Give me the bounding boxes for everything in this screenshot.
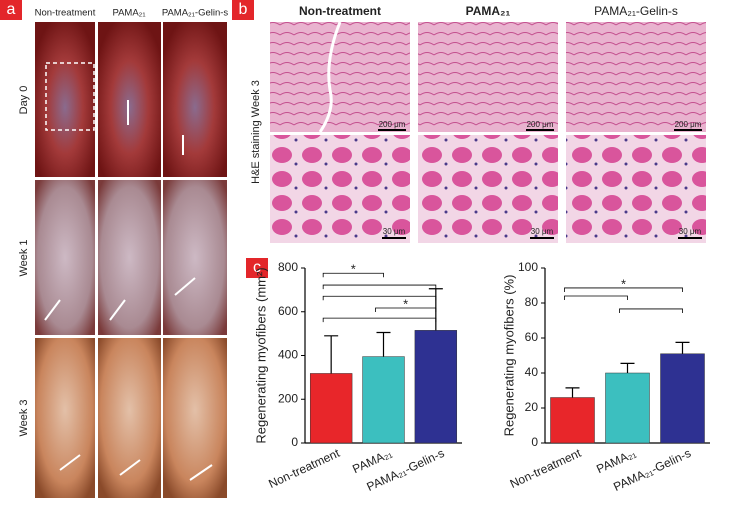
- error-bar: [565, 387, 580, 398]
- y-tick-label: 200: [278, 391, 298, 405]
- y-axis-label: Regenerating myofibers (mm²): [253, 267, 268, 443]
- x-tick-label: Non-treatment: [266, 446, 342, 491]
- row-label: Week 1: [18, 239, 30, 276]
- column-header: PAMA₂₁-Gelin-s: [162, 8, 229, 19]
- panel-label-bg: [232, 0, 254, 20]
- significance-bracket: [322, 295, 437, 301]
- significance-bracket: [322, 272, 384, 278]
- error-bar: [324, 335, 339, 374]
- significance-label: *: [621, 276, 626, 291]
- bar: [309, 373, 353, 444]
- y-tick-label: 100: [518, 260, 538, 274]
- y-tick-label: 0: [531, 435, 538, 449]
- column-header: PAMA₂₁-Gelin-s: [594, 4, 678, 18]
- bar: [550, 397, 595, 444]
- error-bar: [620, 362, 635, 373]
- y-tick-label: 40: [525, 365, 539, 379]
- y-tick-label: 80: [525, 295, 539, 309]
- significance-label: *: [403, 296, 408, 311]
- x-tick-label: Non-treatment: [508, 446, 584, 491]
- scale-label: 200 μm: [379, 120, 406, 129]
- significance-bracket: [564, 287, 683, 292]
- significance-bracket: [322, 284, 437, 290]
- error-bar: [675, 341, 690, 354]
- y-tick-label: 60: [525, 330, 539, 344]
- significance-bracket: [322, 317, 437, 323]
- row-label: H&E staining Week 3: [250, 80, 262, 184]
- error-bar: [376, 331, 391, 357]
- significance-label: *: [351, 262, 356, 277]
- column-header: PAMA₂₁: [112, 8, 145, 19]
- column-header: Non-treatment: [299, 4, 381, 18]
- panel-b-images: [270, 21, 706, 243]
- significance-bracket: [375, 307, 437, 313]
- column-header: PAMA₂₁: [466, 4, 511, 18]
- y-tick-label: 400: [278, 348, 298, 362]
- panel-label-bg: [0, 0, 22, 20]
- column-header: Non-treatment: [35, 8, 96, 19]
- y-tick-label: 20: [525, 400, 539, 414]
- panel-a-photos: [35, 22, 227, 498]
- scale-label: 30 μm: [383, 227, 406, 236]
- bar: [660, 353, 705, 444]
- scale-label: 30 μm: [679, 227, 702, 236]
- y-axis-label: Regenerating myofibers (%): [501, 275, 516, 437]
- row-label: Week 3: [18, 399, 30, 436]
- y-tick-label: 800: [278, 260, 298, 274]
- bar: [414, 330, 458, 444]
- row-label: Day 0: [18, 86, 30, 115]
- panel-label: a: [7, 1, 16, 18]
- scale-label: 30 μm: [531, 227, 554, 236]
- significance-bracket: [619, 308, 683, 313]
- bar: [362, 356, 405, 444]
- bar: [605, 372, 650, 444]
- panel-label-bg: [246, 258, 268, 278]
- panel-label: b: [239, 1, 248, 18]
- scale-label: 200 μm: [527, 120, 554, 129]
- y-tick-label: 0: [291, 435, 298, 449]
- panel-label: c: [253, 259, 261, 276]
- significance-bracket: [564, 295, 628, 300]
- scale-label: 200 μm: [675, 120, 702, 129]
- y-tick-label: 600: [278, 304, 298, 318]
